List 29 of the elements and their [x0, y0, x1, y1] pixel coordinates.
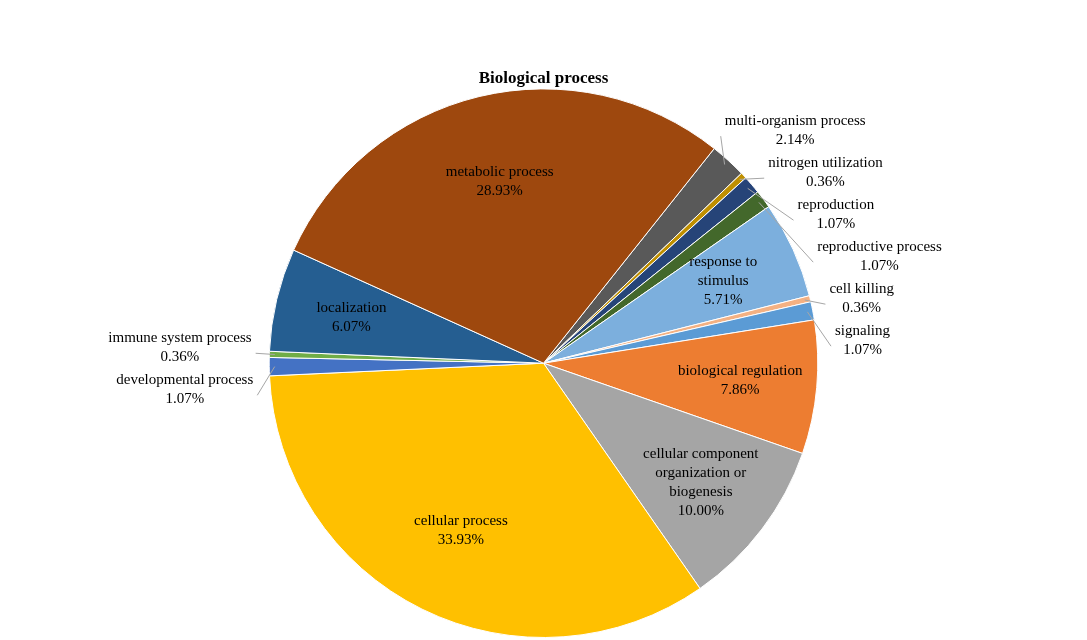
- slice-label: immune system process: [108, 328, 252, 345]
- data-label: 1.07%: [165, 389, 205, 406]
- slice-label: reproduction: [797, 195, 875, 212]
- data-label: 33.93%: [437, 530, 485, 547]
- data-label: 0.36%: [160, 347, 200, 364]
- slice-label: developmental process: [116, 370, 254, 387]
- chart-title: Biological process: [478, 67, 609, 87]
- slice-label: metabolic process: [445, 163, 554, 180]
- data-label: 1.07%: [843, 340, 882, 357]
- slice-label: signaling: [835, 321, 891, 338]
- data-label: 7.86%: [720, 381, 760, 398]
- slice-label: biological regulation: [677, 362, 803, 379]
- data-label: 10.00%: [677, 502, 724, 519]
- data-label: 0.36%: [806, 172, 845, 189]
- data-label: 6.07%: [332, 317, 371, 334]
- data-label: 5.71%: [703, 291, 743, 308]
- data-label: 1.07%: [816, 214, 856, 231]
- data-label: 2.14%: [775, 130, 815, 147]
- slice-label: reproductive process: [817, 237, 942, 254]
- data-label: 28.93%: [476, 182, 523, 199]
- slice-label: response to stimulus: [689, 253, 758, 289]
- slice-label: nitrogen utilization: [768, 153, 884, 170]
- data-label: 0.36%: [842, 298, 882, 315]
- slice-label: cellular component organization or biogenesis: [643, 445, 760, 500]
- data-label: 1.07%: [860, 256, 899, 273]
- slice-label: localization: [316, 298, 387, 315]
- slice-label: cellular process: [414, 511, 508, 528]
- slice-label: cell killing: [829, 279, 895, 296]
- slice-label: multi-organism process: [724, 111, 866, 128]
